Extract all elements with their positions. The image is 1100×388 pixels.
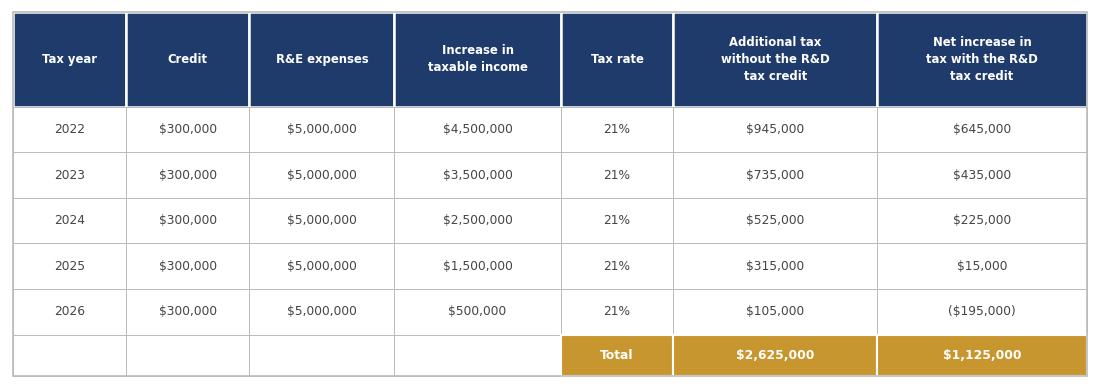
Bar [250,198,394,243]
Text: 21%: 21% [604,123,630,136]
Text: $2,625,000: $2,625,000 [736,349,815,362]
Bar [878,12,1087,107]
Bar [13,152,125,198]
Text: $105,000: $105,000 [746,305,804,318]
Text: $500,000: $500,000 [449,305,507,318]
Text: $5,000,000: $5,000,000 [287,305,356,318]
Bar [561,12,673,107]
Bar [125,198,250,243]
Bar [250,243,394,289]
Bar [394,107,561,152]
Bar [394,152,561,198]
Text: 21%: 21% [604,260,630,273]
Text: 2024: 2024 [54,214,85,227]
Bar [878,152,1087,198]
Text: Tax year: Tax year [42,53,97,66]
Bar [394,243,561,289]
Bar [250,152,394,198]
Bar [125,243,250,289]
Text: $3,500,000: $3,500,000 [442,168,513,182]
Bar [250,107,394,152]
Text: R&E expenses: R&E expenses [275,53,368,66]
Text: $1,125,000: $1,125,000 [943,349,1022,362]
Bar [13,243,125,289]
Text: 21%: 21% [604,168,630,182]
Bar [561,243,673,289]
Text: $300,000: $300,000 [158,260,217,273]
Bar [561,334,673,376]
Bar [394,198,561,243]
Bar [673,107,878,152]
Text: $5,000,000: $5,000,000 [287,168,356,182]
Text: $1,500,000: $1,500,000 [442,260,513,273]
Text: $2,500,000: $2,500,000 [442,214,513,227]
Text: $315,000: $315,000 [746,260,804,273]
Bar [125,12,250,107]
Text: $4,500,000: $4,500,000 [442,123,513,136]
Text: 21%: 21% [604,305,630,318]
Bar [13,12,125,107]
Text: $300,000: $300,000 [158,214,217,227]
Text: 2026: 2026 [54,305,85,318]
Bar [878,289,1087,334]
Text: Tax rate: Tax rate [591,53,644,66]
Text: $300,000: $300,000 [158,123,217,136]
Text: $645,000: $645,000 [953,123,1011,136]
Bar [125,152,250,198]
Text: $945,000: $945,000 [746,123,804,136]
Text: $435,000: $435,000 [953,168,1011,182]
Bar [673,12,878,107]
Text: Additional tax
without the R&D
tax credit: Additional tax without the R&D tax credi… [722,36,829,83]
Bar [878,107,1087,152]
Bar [13,334,125,376]
Bar [673,243,878,289]
Text: $735,000: $735,000 [746,168,804,182]
Text: $5,000,000: $5,000,000 [287,123,356,136]
Text: ($195,000): ($195,000) [948,305,1016,318]
Text: $300,000: $300,000 [158,168,217,182]
Text: $5,000,000: $5,000,000 [287,260,356,273]
Bar [561,289,673,334]
Text: Total: Total [601,349,634,362]
Text: $525,000: $525,000 [746,214,804,227]
Text: Increase in
taxable income: Increase in taxable income [428,44,528,74]
Text: Credit: Credit [167,53,208,66]
Bar [250,289,394,334]
Bar [878,334,1087,376]
Bar [125,289,250,334]
Bar [561,198,673,243]
Text: 2022: 2022 [54,123,85,136]
Bar [673,289,878,334]
Bar [878,198,1087,243]
Bar [13,107,125,152]
Bar [673,198,878,243]
Text: 2023: 2023 [54,168,85,182]
Bar [13,289,125,334]
Bar [673,334,878,376]
Bar [125,334,250,376]
Text: $225,000: $225,000 [953,214,1011,227]
Text: 2025: 2025 [54,260,85,273]
Bar [125,107,250,152]
Text: $15,000: $15,000 [957,260,1008,273]
Bar [561,107,673,152]
Text: $5,000,000: $5,000,000 [287,214,356,227]
Bar [673,152,878,198]
Bar [878,243,1087,289]
Bar [13,198,125,243]
Bar [250,12,394,107]
Bar [394,12,561,107]
Text: $300,000: $300,000 [158,305,217,318]
Bar [394,289,561,334]
Bar [561,152,673,198]
Text: Net increase in
tax with the R&D
tax credit: Net increase in tax with the R&D tax cre… [926,36,1038,83]
Bar [250,334,394,376]
Bar [394,334,561,376]
Text: 21%: 21% [604,214,630,227]
